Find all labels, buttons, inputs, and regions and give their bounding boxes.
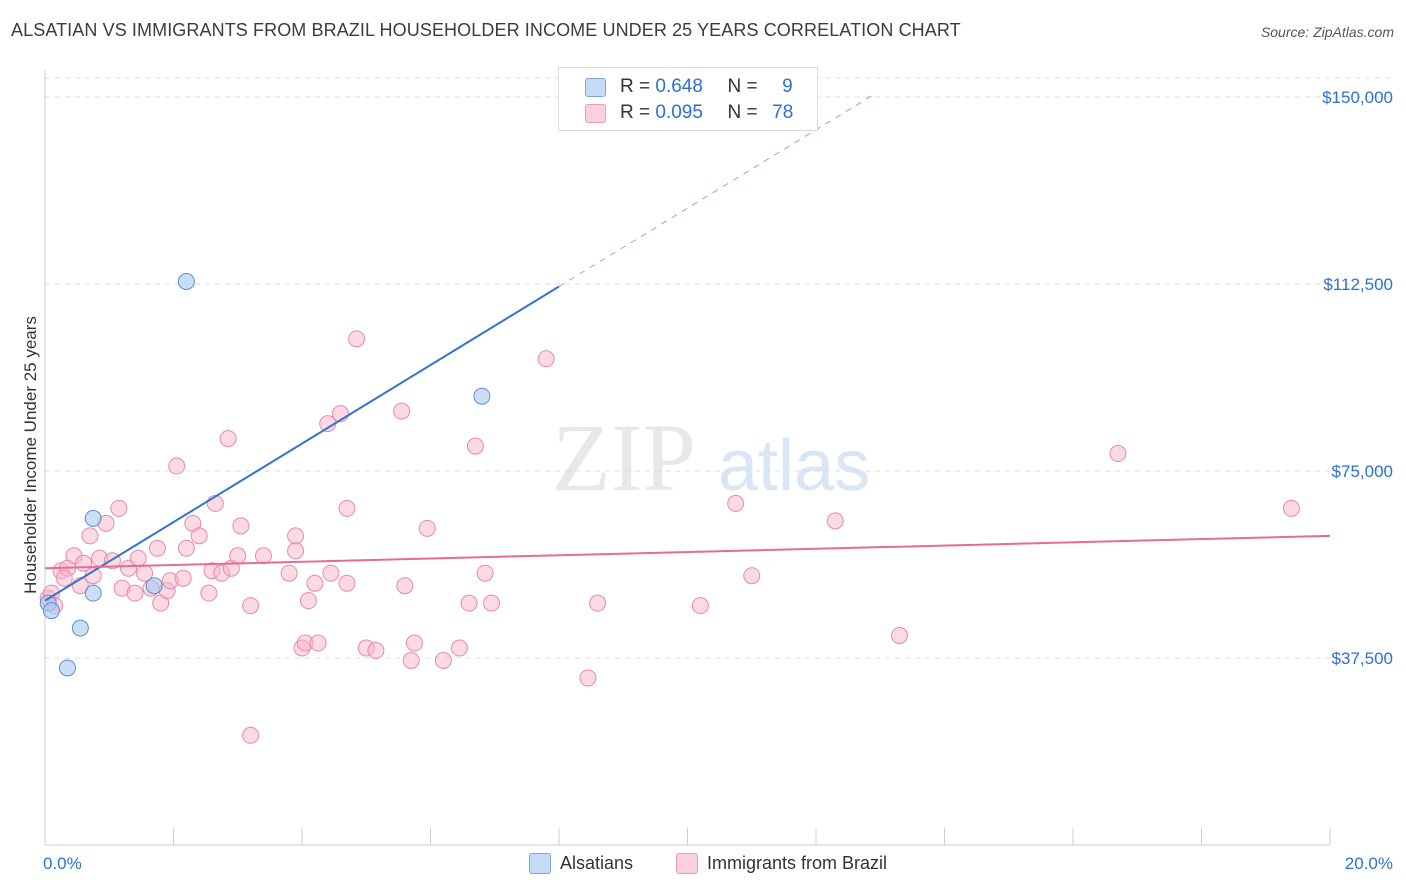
brazil-point [826, 512, 844, 530]
brazil-point [206, 494, 224, 512]
brazil-point [691, 597, 709, 615]
y-tick-label: $37,500 [1332, 649, 1393, 668]
brazil-point [1282, 499, 1300, 517]
brazil-point [242, 726, 260, 744]
brazil-point [242, 597, 260, 615]
alsatian-trend-extension [558, 94, 875, 287]
legend-n-label: N = [727, 76, 758, 97]
brazil-point [229, 547, 247, 565]
brazil-point [287, 542, 305, 560]
x-tick-label-max: 20.0% [1345, 854, 1393, 873]
brazil-point [55, 569, 73, 587]
alsatian-point [42, 602, 60, 620]
legend-r-value: 0.648 [655, 76, 703, 97]
brazil-point [727, 494, 745, 512]
brazil-point [338, 499, 356, 517]
alsatian-point [473, 387, 491, 405]
brazil-point [743, 567, 761, 585]
brazil-point [126, 584, 144, 602]
y-tick-label: $150,000 [1322, 88, 1393, 107]
legend-n-label: N = [727, 102, 758, 123]
brazil-point [393, 402, 411, 420]
alsatian-trend-line [44, 285, 560, 602]
bottom-legend-label-brazil: Immigrants from Brazil [707, 853, 888, 873]
source-label: Source: ZipAtlas.com [1260, 24, 1394, 40]
brazil-point [110, 499, 128, 517]
alsatian-points [39, 273, 491, 677]
brazil-point [287, 527, 305, 545]
brazil-point [200, 584, 218, 602]
brazil-point [280, 564, 298, 582]
brazil-point [168, 457, 186, 475]
brazil-point [483, 594, 501, 612]
watermark-atlas: atlas [718, 426, 870, 506]
watermark-zip: ZIP [552, 404, 696, 511]
bottom-legend-swatch-alsatians [529, 853, 551, 874]
brazil-point [254, 547, 272, 565]
x-tick-label-min: 0.0% [43, 854, 82, 873]
brazil-point [129, 549, 147, 567]
brazil-point [177, 539, 195, 557]
watermark: ZIP atlas [552, 404, 870, 511]
alsatian-point [84, 509, 102, 527]
brazil-point [537, 350, 555, 368]
brazil-point [466, 437, 484, 455]
bottom-legend-swatch-brazil [676, 853, 698, 874]
trend-lines [44, 94, 1331, 602]
brazil-point [476, 564, 494, 582]
brazil-point [460, 594, 478, 612]
brazil-point [589, 594, 607, 612]
brazil-point [190, 527, 208, 545]
brazil-point [299, 592, 317, 610]
alsatian-point [84, 584, 102, 602]
alsatian-point [71, 619, 89, 637]
brazil-point [418, 519, 436, 537]
correlation-legend: R = 0.648 N = 9 R = 0.095 N = 78 [558, 67, 818, 131]
axes [44, 70, 1331, 846]
brazil-point [367, 642, 385, 660]
bottom-legend-label-alsatians: Alsatians [560, 853, 634, 873]
chart-title: ALSATIAN VS IMMIGRANTS FROM BRAZIL HOUSE… [11, 20, 961, 40]
brazil-point [402, 651, 420, 669]
alsatian-point [177, 273, 195, 291]
brazil-point [219, 430, 237, 448]
brazil-point [306, 574, 324, 592]
brazil-point [148, 539, 166, 557]
brazil-point [338, 574, 356, 592]
y-axis-label: Householder Income Under 25 years [21, 316, 40, 594]
legend-r-label: R = [620, 76, 651, 97]
brazil-point [1109, 445, 1127, 463]
y-tick-label: $75,000 [1332, 462, 1393, 481]
gridlines [45, 77, 1395, 659]
legend-swatch-alsatians [585, 78, 606, 97]
legend-n-value: 9 [782, 76, 793, 97]
brazil-point [434, 651, 452, 669]
brazil-points [39, 330, 1300, 744]
legend-n-value: 78 [772, 102, 794, 123]
brazil-point [405, 634, 423, 652]
brazil-point [81, 527, 99, 545]
y-tick-labels: $37,500 $75,000 $112,500 $150,000 [1322, 88, 1393, 668]
brazil-point [322, 564, 340, 582]
brazil-point [396, 577, 414, 595]
brazil-point [579, 669, 597, 687]
y-tick-label: $112,500 [1323, 275, 1393, 294]
brazil-point [450, 639, 468, 657]
alsatian-point [145, 577, 163, 595]
legend-r-label: R = [620, 102, 651, 123]
brazil-trend-line [44, 534, 1331, 570]
brazil-point [309, 634, 327, 652]
legend-r-value: 0.095 [655, 102, 703, 123]
alsatian-point [58, 659, 76, 677]
brazil-point [891, 627, 909, 645]
brazil-point [232, 517, 250, 535]
brazil-point [174, 569, 192, 587]
legend-swatch-brazil [585, 104, 606, 123]
brazil-point [348, 330, 366, 348]
